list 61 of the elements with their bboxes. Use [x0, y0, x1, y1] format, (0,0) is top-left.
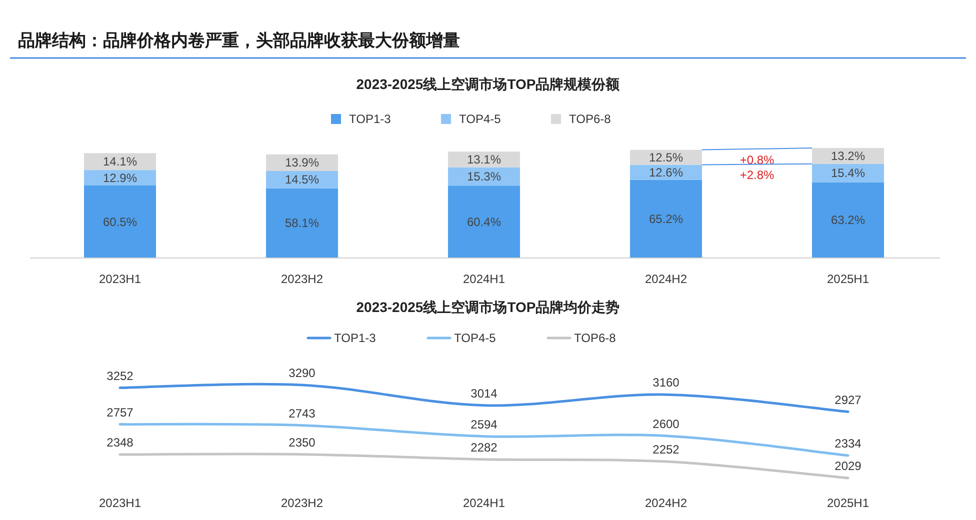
- legend-label: TOP6-8: [574, 331, 616, 345]
- data-label: 2029: [834, 459, 862, 473]
- x-tick-label: 2023H2: [280, 272, 324, 286]
- x-tick-label: 2025H1: [826, 272, 870, 286]
- data-label: 3160: [652, 376, 680, 390]
- annotation: +0.8%: [740, 152, 775, 167]
- data-label: 2350: [288, 435, 316, 450]
- x-tick-label: 2024H1: [462, 496, 506, 510]
- annotation: +2.8%: [740, 168, 775, 182]
- x-tick-label: 2023H2: [280, 496, 324, 510]
- data-label: 2594: [470, 417, 498, 432]
- data-label: 2600: [652, 416, 680, 431]
- x-tick-label: 2025H1: [826, 496, 870, 510]
- bar: [84, 153, 156, 170]
- bar: [266, 171, 338, 188]
- data-label: 13.9%: [284, 156, 320, 170]
- bar: [448, 186, 520, 258]
- legend-label: TOP1-3: [349, 112, 392, 126]
- data-label: 13.1%: [466, 152, 502, 166]
- bar: [812, 164, 884, 182]
- data-label: 13.2%: [830, 148, 866, 163]
- data-label: 12.6%: [648, 165, 684, 180]
- data-label: 65.2%: [648, 212, 684, 226]
- bar: [812, 148, 884, 164]
- data-label: 12.5%: [648, 150, 684, 164]
- data-label: 2757: [106, 405, 134, 420]
- chart-title: 品牌结构：品牌价格内卷严重，头部品牌收获最大份额增量: [18, 31, 460, 50]
- data-label: 2927: [834, 392, 862, 407]
- x-tick-label: 2024H2: [644, 496, 688, 510]
- data-label: 2252: [652, 442, 680, 457]
- data-label: 14.5%: [284, 172, 320, 187]
- x-tick-label: 2024H2: [644, 272, 688, 286]
- x-tick-label: 2024H1: [462, 272, 506, 286]
- bar: [84, 186, 156, 258]
- chart-title: 2023-2025线上空调市场TOP品牌均价走势: [356, 299, 620, 315]
- data-label: 60.5%: [102, 214, 138, 229]
- data-label: 15.3%: [466, 169, 502, 184]
- data-label: 2348: [106, 435, 134, 450]
- data-label: 60.4%: [466, 214, 502, 229]
- data-label: 63.2%: [830, 213, 866, 228]
- legend-label: TOP4-5: [454, 331, 496, 345]
- data-label: 3290: [288, 366, 316, 380]
- chart-subtitle: 2023-2025线上空调市场TOP品牌规模份额: [356, 76, 621, 92]
- data-label: 3252: [106, 368, 134, 383]
- bar: [630, 180, 702, 258]
- data-label: 2282: [470, 440, 498, 454]
- data-label: 14.1%: [102, 154, 138, 169]
- data-label: 15.4%: [830, 166, 866, 180]
- bar: [266, 188, 338, 258]
- legend-label: TOP1-3: [334, 331, 376, 345]
- bar: [448, 152, 520, 168]
- bar: [812, 182, 884, 258]
- legend-label: TOP4-5: [459, 112, 502, 126]
- data-label: 12.9%: [102, 170, 138, 185]
- data-label: 3014: [470, 386, 498, 400]
- legend-label: TOP6-8: [569, 112, 612, 126]
- x-tick-label: 2023H1: [98, 496, 142, 510]
- x-tick-label: 2023H1: [98, 272, 142, 286]
- data-label: 2334: [834, 436, 862, 451]
- data-label: 58.1%: [284, 216, 320, 230]
- data-label: 2743: [288, 406, 316, 420]
